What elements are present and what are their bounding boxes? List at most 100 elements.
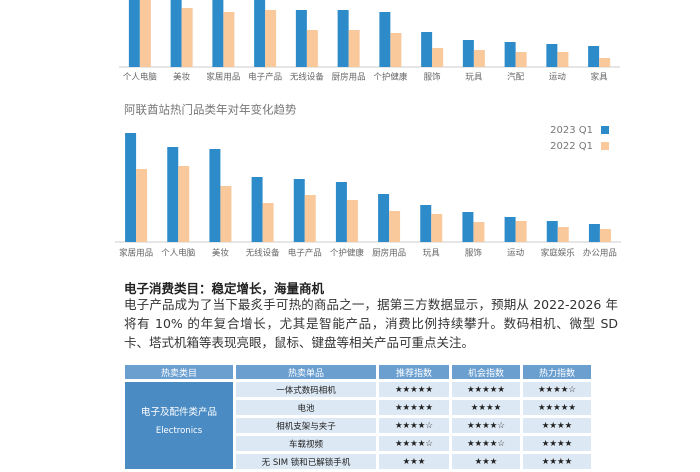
- x-tick-label: 家居用品: [206, 72, 240, 83]
- chart-title: 阿联酋站热门品类年对年变化趋势: [124, 103, 297, 117]
- rating-cell: ★★★★☆: [452, 436, 520, 451]
- bar: [346, 200, 358, 242]
- product-cell: 相机支架与夹子: [236, 418, 376, 433]
- category-cell: 电子及配件类产品 Electronics: [125, 382, 233, 469]
- product-cell: 一体式数码相机: [236, 382, 376, 397]
- bar: [546, 44, 558, 67]
- bar: [295, 10, 307, 67]
- legend-label: 2023 Q1: [550, 125, 593, 136]
- rating-cell: ★★★★★: [523, 400, 591, 415]
- bar: [462, 40, 474, 67]
- rating-cell: ★★★★☆: [523, 382, 591, 397]
- x-tick-label: 家庭娱乐: [541, 248, 576, 259]
- x-tick-label: 运动: [507, 248, 525, 259]
- bar: [136, 169, 148, 242]
- bar: [379, 12, 391, 67]
- bar: [462, 212, 474, 242]
- header-cell: 热卖单品: [236, 365, 376, 379]
- x-tick-label: 个人电脑: [123, 72, 158, 83]
- bar: [515, 221, 527, 242]
- bar: [348, 30, 360, 67]
- product-cell: 电池: [236, 400, 376, 415]
- x-tick-label: 汽配: [507, 72, 525, 83]
- legend-swatch: [601, 126, 609, 134]
- header-cell: 热力指数: [523, 365, 591, 379]
- bar: [390, 33, 402, 67]
- bar: [304, 195, 316, 242]
- rating-cell: ★★★: [379, 454, 449, 469]
- bar: [599, 58, 611, 67]
- section-heading: 电子消费类目：稳定增长，海量商机: [124, 281, 325, 296]
- bar: [588, 224, 600, 242]
- x-tick-label: 服饰: [424, 72, 442, 83]
- rating-cell: ★★★★☆: [379, 436, 449, 451]
- bar: [212, 0, 224, 67]
- bar: [335, 182, 347, 242]
- bar: [125, 133, 137, 242]
- table-row: 电池 ★★★★★ ★★★★ ★★★★★: [125, 400, 591, 415]
- bar: [265, 10, 277, 67]
- bar: [262, 203, 274, 242]
- rating-cell: ★★★★★: [452, 382, 520, 397]
- rating-cell: ★★★★: [523, 418, 591, 433]
- bar: [337, 10, 349, 67]
- table-body: 电子及配件类产品 Electronics 一体式数码相机 ★★★★★ ★★★★★ ★★★★…: [125, 382, 591, 469]
- charts: 阿联酋站热门品类年对年变化趋势 个人电脑 美妆 家居用品 电子产品 无线设备 厨房用品 个护…: [115, 0, 621, 259]
- bar: [389, 211, 401, 242]
- x-tick-label: 家具: [591, 72, 609, 83]
- rating-cell: ★★★★: [452, 400, 520, 415]
- bar: [504, 217, 516, 242]
- bar: [599, 229, 611, 242]
- header-cell: 推荐指数: [379, 365, 449, 379]
- bar: [181, 8, 193, 67]
- rating-cell: ★★★★: [523, 436, 591, 451]
- bar: [170, 0, 182, 67]
- bar: [515, 52, 527, 67]
- bar: [306, 30, 318, 67]
- x-tick-label: 厨房用品: [372, 248, 406, 259]
- x-tick-label: 美妆: [212, 248, 230, 259]
- x-tick-label: 个护健康: [330, 248, 365, 259]
- bar: [421, 32, 433, 67]
- rating-cell: ★★★: [452, 454, 520, 469]
- bar: [431, 214, 443, 242]
- category-name-en: Electronics: [155, 426, 203, 436]
- bar: [254, 0, 266, 67]
- bar: [293, 179, 305, 242]
- x-tick-label: 厨房用品: [332, 72, 366, 83]
- rating-cell: ★★★★☆: [379, 418, 449, 433]
- rating-cell: ★★★★: [523, 454, 591, 469]
- x-tick-label: 个护健康: [373, 72, 408, 83]
- x-tick-label: 电子产品: [288, 248, 322, 259]
- bar: [557, 227, 569, 242]
- product-table: 热卖类目 热卖单品 推荐指数 机会指数 热力指数 电子及配件类产品 Electronics…: [122, 362, 594, 472]
- section-paragraph: 电子产品成为了当下最炙手可热的商品之一，据第三方数据显示，预期从 2022-20…: [124, 297, 618, 350]
- bar: [473, 50, 485, 67]
- bar: [432, 48, 444, 67]
- bar: [504, 42, 516, 67]
- x-tick-label: 玩具: [465, 73, 483, 83]
- bar: [420, 205, 432, 242]
- product-cell: 车载视频: [236, 436, 376, 451]
- bar: [378, 194, 390, 242]
- category-name: 电子及配件类产品: [140, 407, 217, 418]
- x-tick-label: 家居用品: [119, 248, 153, 259]
- bar: [588, 46, 600, 67]
- bar: [167, 147, 179, 242]
- bar: [546, 221, 558, 242]
- x-tick-label: 无线设备: [290, 72, 325, 83]
- rating-cell: ★★★★★: [379, 400, 449, 415]
- bar: [178, 166, 190, 242]
- bar: [251, 177, 263, 242]
- x-tick-label: 办公用品: [583, 248, 617, 259]
- x-tick-label: 运动: [549, 72, 567, 83]
- table-row: 相机支架与夹子 ★★★★☆ ★★★★☆ ★★★★: [125, 418, 591, 433]
- rating-cell: ★★★★★: [379, 382, 449, 397]
- product-cell: 无 SIM 锁和已解锁手机: [236, 454, 376, 469]
- header-row: 热卖类目 热卖单品 推荐指数 机会指数 热力指数: [125, 365, 591, 379]
- x-tick-label: 服饰: [465, 248, 483, 259]
- table-row: 无 SIM 锁和已解锁手机 ★★★ ★★★ ★★★★: [125, 454, 591, 469]
- x-tick-label: 电子产品: [248, 72, 282, 83]
- bar: [128, 0, 140, 67]
